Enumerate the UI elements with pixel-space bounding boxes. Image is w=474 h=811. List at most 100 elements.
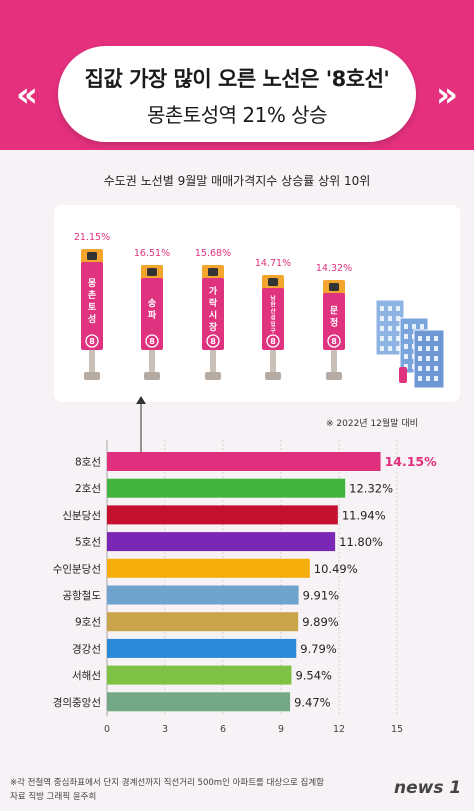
building-window: [396, 336, 400, 341]
building-window: [418, 356, 422, 361]
building-window: [396, 316, 400, 321]
building-window: [434, 376, 438, 381]
sign-body: [141, 278, 163, 350]
line-badge-label: 8: [149, 337, 155, 346]
building-window: [426, 366, 430, 371]
train-icon: [329, 283, 339, 291]
building-window: [418, 376, 422, 381]
station-value-label: 21.15%: [74, 232, 110, 243]
category-label: 수인분당선: [53, 563, 101, 575]
x-tick-label: 6: [220, 724, 226, 735]
value-label: 9.79%: [300, 642, 337, 656]
bar: [107, 692, 291, 712]
bar: [107, 612, 299, 632]
building-window: [418, 336, 422, 341]
value-label: 11.94%: [342, 508, 386, 522]
station-sign: 21.15% 몽 촌 토 성 8: [74, 232, 110, 380]
building-window: [434, 356, 438, 361]
x-tick-label: 9: [278, 724, 284, 735]
building-window: [434, 366, 438, 371]
value-label: 9.54%: [295, 669, 332, 683]
news1-logo: news 1: [394, 778, 462, 798]
building-window: [380, 306, 384, 311]
x-tick-label: 15: [391, 724, 403, 735]
bar: [107, 452, 381, 471]
x-tick-label: 12: [333, 724, 345, 735]
building-window: [388, 326, 392, 331]
station-sign: 16.51% 송 파 8: [134, 248, 170, 380]
station-value-label: 14.71%: [255, 258, 291, 269]
page-subtitle: 몽촌토성역 21% 상승: [147, 103, 327, 127]
buildings-illustration: [375, 299, 445, 389]
source-credit: 자료 직방 그래픽 윤주희: [10, 792, 97, 802]
train-icon: [208, 268, 218, 276]
line-badge-circle: [85, 334, 99, 348]
building-window: [404, 364, 408, 369]
bar: [107, 665, 292, 685]
category-label: 경강선: [72, 642, 101, 655]
sign-base: [144, 372, 160, 380]
building-window: [426, 336, 430, 341]
sign-base: [84, 372, 100, 380]
value-label: 9.47%: [294, 695, 331, 709]
category-label: 공항철도: [62, 590, 101, 602]
bar: [107, 478, 346, 498]
train-icon: [147, 268, 157, 276]
sign-post: [270, 350, 276, 375]
sign-base: [265, 372, 281, 380]
pointer-arrow-head: [136, 396, 146, 404]
sign-body: [323, 293, 345, 350]
building-window: [412, 324, 416, 329]
line-badge-circle: [266, 334, 280, 348]
category-label: 8호선: [75, 457, 101, 469]
value-label: 9.89%: [302, 615, 339, 629]
building-window: [380, 346, 384, 351]
line-badge-label: 8: [210, 337, 216, 346]
building-window: [396, 306, 400, 311]
category-label: 5호선: [75, 537, 101, 549]
page-title: 집값 가장 많이 오른 노선은 '8호선': [84, 67, 390, 91]
station-value-label: 15.68%: [195, 248, 231, 259]
building-window: [388, 346, 392, 351]
building-window: [404, 324, 408, 329]
chart-note: ※ 2022년 12월말 대비: [326, 419, 418, 429]
building-window: [380, 326, 384, 331]
value-label: 14.15%: [385, 454, 438, 469]
mailbox: [399, 367, 407, 383]
station-sign: 15.68% 가 락 시 장 8: [195, 248, 231, 380]
building-window: [418, 346, 422, 351]
title-box: 집값 가장 많이 오른 노선은 '8호선' 몽촌토성역 21% 상승: [58, 46, 416, 142]
station-value-label: 14.32%: [316, 263, 352, 274]
sign-post: [210, 350, 216, 375]
building-window: [388, 336, 392, 341]
sign-body: [81, 262, 103, 350]
x-tick-label: 3: [162, 724, 168, 735]
category-label: 9호선: [75, 617, 101, 629]
building-window: [420, 324, 424, 329]
line-badge-circle: [145, 334, 159, 348]
line-badge-label: 8: [270, 337, 276, 346]
station-sign: 14.71% 남 한 산 성 입 구 8: [255, 258, 291, 380]
building-window: [404, 334, 408, 339]
train-icon: [268, 278, 278, 286]
station-sign: 14.32% 문 정 8: [316, 263, 352, 380]
building-window: [426, 376, 430, 381]
bar: [107, 505, 338, 525]
building-window: [404, 354, 408, 359]
train-icon: [87, 252, 97, 260]
building-window: [434, 346, 438, 351]
line-badge-label: 8: [331, 337, 337, 346]
building-window: [396, 346, 400, 351]
category-label: 2호선: [75, 483, 101, 495]
value-label: 11.80%: [339, 535, 383, 549]
building-window: [380, 316, 384, 321]
chevron-right-icon: »: [436, 75, 458, 115]
building-window: [434, 336, 438, 341]
